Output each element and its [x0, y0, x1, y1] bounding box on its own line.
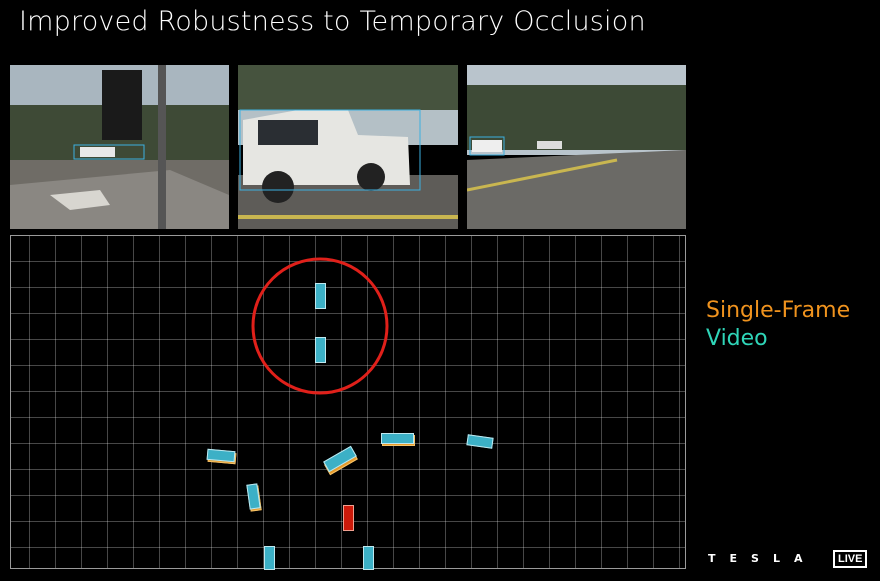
- camera-right-view: [467, 65, 686, 229]
- tesla-logo: TESLA: [708, 552, 817, 565]
- legend-single-frame: Single-Frame: [706, 298, 851, 323]
- video-vehicle-box: [314, 283, 326, 309]
- ego-vehicle: [343, 505, 354, 531]
- occlusion-highlight-circle: [251, 257, 389, 395]
- video-vehicle-box: [314, 337, 326, 363]
- video-vehicle-box: [380, 432, 414, 444]
- live-badge: LIVE: [833, 550, 868, 568]
- video-vehicle-box: [362, 546, 374, 570]
- legend-video: Video: [706, 326, 768, 351]
- slide-title: Improved Robustness to Temporary Occlusi…: [19, 6, 646, 37]
- video-vehicle-box: [263, 546, 275, 570]
- camera-center-view: [238, 65, 458, 229]
- camera-left-view: [10, 65, 229, 229]
